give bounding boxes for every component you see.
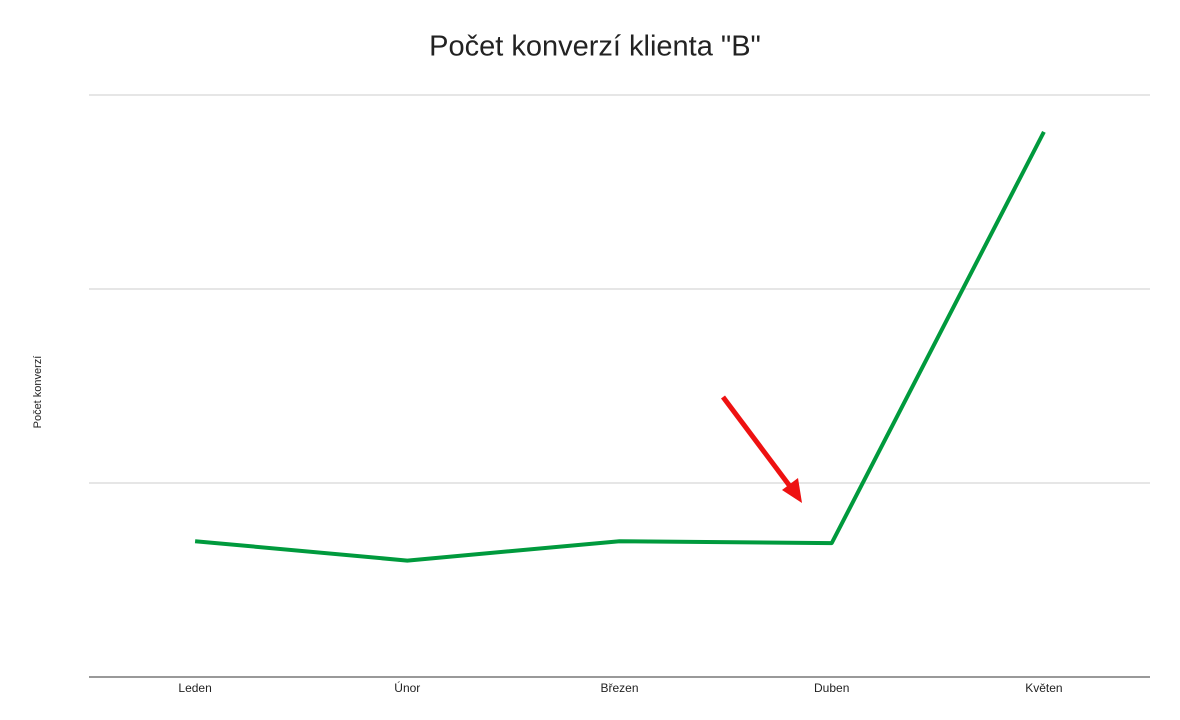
x-tick-label: Květen (1025, 681, 1062, 695)
annotation-arrow (721, 395, 802, 503)
chart-title: Počet konverzí klienta "B" (429, 31, 761, 63)
x-tick-label: Duben (814, 681, 849, 695)
y-axis-label: Počet konverzí (32, 356, 44, 429)
x-tick-label: Únor (394, 680, 420, 695)
x-tick-label: Leden (178, 681, 211, 695)
arrow-head (782, 478, 802, 503)
data-line (194, 130, 1046, 563)
arrow-shaft (721, 395, 794, 491)
x-tick-label: Březen (600, 681, 638, 695)
